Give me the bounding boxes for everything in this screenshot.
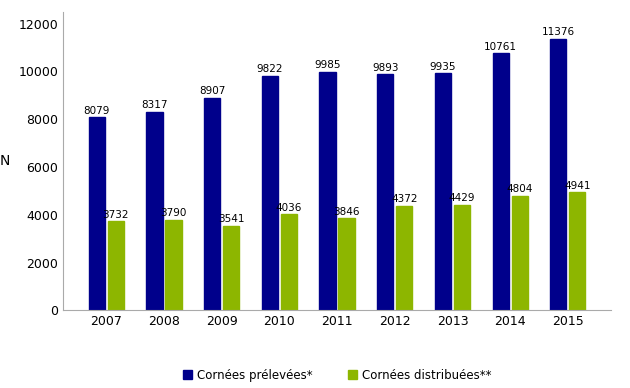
- Bar: [493, 53, 508, 310]
- Text: 4941: 4941: [564, 181, 590, 191]
- Text: 8317: 8317: [141, 100, 168, 110]
- Text: 4036: 4036: [276, 203, 302, 213]
- Text: 3790: 3790: [160, 208, 186, 218]
- Bar: [377, 74, 393, 310]
- Bar: [146, 112, 163, 310]
- Bar: [166, 220, 181, 310]
- Text: 3541: 3541: [218, 214, 244, 224]
- Text: 8907: 8907: [199, 86, 226, 96]
- Text: 9935: 9935: [430, 62, 456, 71]
- Text: 8079: 8079: [84, 106, 110, 116]
- Bar: [512, 196, 528, 310]
- Bar: [570, 192, 585, 310]
- Text: 9985: 9985: [314, 60, 341, 70]
- Bar: [204, 97, 220, 310]
- Text: 10761: 10761: [484, 42, 517, 52]
- Text: 4429: 4429: [449, 193, 475, 203]
- Bar: [319, 72, 336, 310]
- Text: 4372: 4372: [391, 194, 418, 204]
- Bar: [396, 206, 413, 310]
- Bar: [89, 117, 105, 310]
- Bar: [435, 73, 451, 310]
- Bar: [454, 204, 470, 310]
- Text: 4804: 4804: [507, 184, 533, 194]
- Bar: [338, 218, 355, 310]
- Text: 9822: 9822: [256, 64, 283, 74]
- Bar: [281, 214, 297, 310]
- Legend: Cornées prélevées*, Cornées distribuées**: Cornées prélevées*, Cornées distribuées*…: [178, 364, 496, 386]
- Bar: [223, 226, 239, 310]
- Text: 3732: 3732: [103, 210, 129, 220]
- Bar: [108, 221, 124, 310]
- Text: 11376: 11376: [542, 27, 575, 37]
- Bar: [261, 76, 278, 310]
- Y-axis label: N: N: [0, 154, 9, 168]
- Text: 3846: 3846: [333, 207, 360, 217]
- Bar: [550, 38, 566, 310]
- Text: 9893: 9893: [372, 62, 399, 73]
